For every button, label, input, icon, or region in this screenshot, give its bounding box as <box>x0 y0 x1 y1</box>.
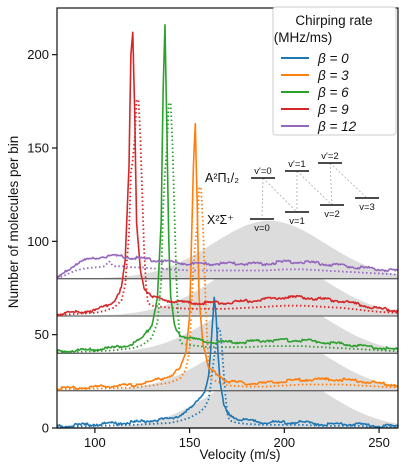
y-tick-label-200: 200 <box>27 47 49 62</box>
y-axis-label: Number of molecules per bin <box>6 136 21 309</box>
series-layer <box>56 24 399 429</box>
series-simulation-4 <box>56 260 399 280</box>
inset-upper-state-label: A²Π₁/₂ <box>205 171 239 185</box>
thermal-distribution-layer <box>57 220 398 428</box>
legend-entries: β = 0 β = 3 β = 6 β = 9 β = 12 <box>281 51 357 134</box>
inset-lower-level-label-3: v=3 <box>359 202 375 213</box>
legend-title-line1: Chirping rate <box>295 13 372 28</box>
x-tick-label-200: 200 <box>273 435 295 450</box>
inset-transition-4 <box>329 162 333 206</box>
series-line-1 <box>56 122 399 391</box>
x-tick-label-150: 150 <box>179 435 201 450</box>
series-line-3 <box>56 31 399 317</box>
series-line-4 <box>56 253 399 278</box>
legend-entry-3: β = 9 <box>317 102 349 117</box>
y-tick-label-0: 0 <box>42 421 49 436</box>
thermal-shade-0 <box>57 370 398 428</box>
series-simulation-2 <box>57 102 399 354</box>
legend-entry-4: β = 12 <box>317 119 357 134</box>
series-line-2 <box>56 24 399 354</box>
series-line-0 <box>56 296 399 429</box>
series-simulation-3 <box>56 99 399 316</box>
legend-title-line2: (MHz/ms) <box>274 30 332 45</box>
legend-entry-1: β = 3 <box>317 68 349 83</box>
legend-entry-0: β = 0 <box>317 51 349 66</box>
inset-upper-level-label-0: v'=0 <box>254 166 271 177</box>
inset-transition-3 <box>296 170 333 206</box>
y-tick-label-100: 100 <box>27 234 49 249</box>
inset-upper-level-label-2: v'=2 <box>321 151 338 162</box>
inset-transition-5 <box>329 162 368 199</box>
inset-lower-level-label-1: v=1 <box>289 216 305 227</box>
thermal-shade-1 <box>57 332 398 391</box>
x-tick-label-250: 250 <box>368 435 390 450</box>
x-axis-label: Velocity (m/s) <box>199 447 280 462</box>
y-tick-label-50: 50 <box>35 327 49 342</box>
series-simulation-1 <box>57 186 399 391</box>
axes-layer: 100 150 200 250 0 50 100 150 200 <box>27 7 399 450</box>
series-simulation-0 <box>56 327 398 428</box>
simulation-curves-layer <box>56 99 399 428</box>
inset-transition-0 <box>261 177 264 220</box>
legend-entry-2: β = 6 <box>317 85 349 100</box>
inset-levels: v'=0 v'=1 v'=2 v=0 v=1 v=2 v=3 <box>250 151 379 234</box>
inset-lower-state-label: X²Σ⁺ <box>207 213 234 227</box>
thermal-shade-4 <box>57 220 398 279</box>
legend: Chirping rate (MHz/ms) β = 0β = 3β = 6β … <box>272 6 397 136</box>
thermal-shade-3 <box>57 258 398 316</box>
inset-upper-level-label-1: v'=1 <box>288 159 305 170</box>
plot-frame <box>56 7 399 429</box>
y-tick-label-150: 150 <box>27 141 49 156</box>
x-tick-label-100: 100 <box>84 435 106 450</box>
thermal-shade-2 <box>57 295 398 354</box>
inset-lower-level-label-0: v=0 <box>254 223 270 234</box>
inset-lower-level-label-2: v=2 <box>324 209 340 220</box>
legend-frame <box>272 6 397 136</box>
inset-transition-1 <box>262 177 298 213</box>
energy-level-inset: A²Π₁/₂ X²Σ⁺ v'=0 v'=1 v'=2 v=0 v=1 v=2 v=3 <box>205 151 379 234</box>
